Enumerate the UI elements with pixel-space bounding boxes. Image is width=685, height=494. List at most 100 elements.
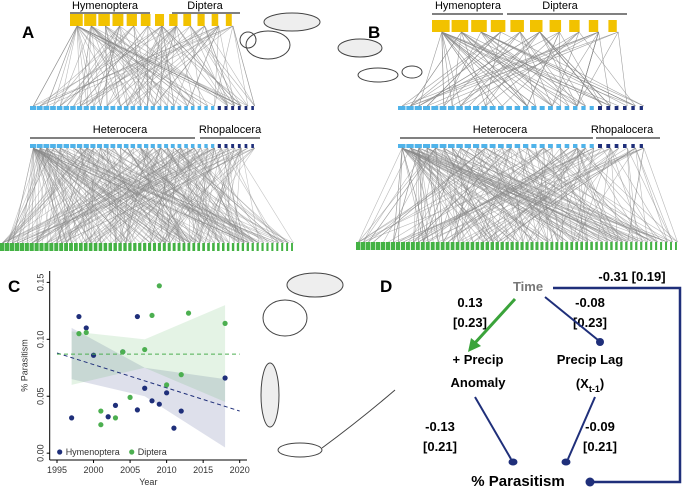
link xyxy=(358,147,553,243)
node-bar xyxy=(445,242,450,250)
link xyxy=(426,147,444,243)
node-bar xyxy=(450,242,455,250)
node-bar xyxy=(184,106,188,110)
link xyxy=(461,31,528,107)
link xyxy=(413,147,428,243)
node-bar xyxy=(144,144,149,148)
link xyxy=(441,31,553,107)
node-bar xyxy=(30,144,37,148)
y-axis-label: % Parasitism xyxy=(20,339,30,392)
node-bar xyxy=(44,243,49,251)
node-bar xyxy=(639,144,643,148)
group-label: Hymenoptera xyxy=(435,0,502,12)
point xyxy=(149,398,155,404)
node-bar xyxy=(581,144,586,148)
panel-letter: C xyxy=(8,277,20,296)
link xyxy=(551,31,580,107)
link xyxy=(2,147,188,244)
node-bar xyxy=(598,144,602,148)
node-bar xyxy=(244,144,248,148)
link xyxy=(398,147,403,243)
link xyxy=(410,31,521,107)
link xyxy=(441,31,528,107)
link xyxy=(461,31,553,107)
node-bar xyxy=(608,20,617,32)
link xyxy=(227,147,275,244)
node-bar xyxy=(244,106,248,110)
link xyxy=(22,147,242,244)
node-bar xyxy=(56,144,63,148)
link xyxy=(153,25,177,107)
link xyxy=(194,147,245,244)
link xyxy=(147,25,163,107)
node-bar xyxy=(406,144,414,148)
node-bar xyxy=(197,144,202,148)
link xyxy=(635,147,648,243)
node-bar xyxy=(425,242,430,250)
link xyxy=(105,25,121,107)
node-bar xyxy=(164,144,169,148)
node-bar xyxy=(645,242,648,250)
link xyxy=(33,147,122,244)
node-bar xyxy=(675,242,677,250)
x-tick-label: 2015 xyxy=(193,465,213,475)
link xyxy=(91,25,155,107)
link xyxy=(598,31,611,107)
scatter-chart: 0.00 0.05 0.10 0.15 1995 2000 2005 2010 2015 2020… xyxy=(20,271,250,487)
node-bar xyxy=(4,243,10,251)
point xyxy=(134,313,140,320)
node-bar xyxy=(84,14,97,26)
edge-label: -0.13 xyxy=(425,419,455,434)
node-bar xyxy=(456,106,463,110)
point xyxy=(185,310,192,316)
link xyxy=(105,25,128,107)
link xyxy=(190,25,255,107)
link xyxy=(125,147,162,244)
link xyxy=(33,147,77,244)
node-bar xyxy=(78,243,83,251)
link xyxy=(86,25,92,107)
node-bar xyxy=(90,144,96,148)
link xyxy=(105,25,235,107)
node-bar xyxy=(266,243,269,251)
link xyxy=(232,25,255,107)
point xyxy=(98,408,104,414)
link xyxy=(512,147,528,243)
link xyxy=(576,147,584,243)
link xyxy=(485,31,580,107)
link xyxy=(7,147,48,244)
group-label: Heterocera xyxy=(473,124,528,136)
node-bar xyxy=(423,144,431,148)
edge xyxy=(472,297,517,346)
link xyxy=(46,147,127,244)
node-bar xyxy=(432,20,450,32)
fly-illustration xyxy=(262,272,344,337)
confidence-band xyxy=(71,305,226,402)
link xyxy=(76,25,208,107)
node-bar xyxy=(63,144,70,148)
link xyxy=(441,31,578,107)
node-bar xyxy=(133,243,137,251)
node-bar xyxy=(548,144,553,148)
link xyxy=(418,31,443,107)
node-bar xyxy=(380,242,386,250)
link xyxy=(33,147,53,244)
link xyxy=(147,25,149,107)
node-bar xyxy=(170,144,175,148)
node-bar xyxy=(170,106,175,110)
node-label: Precip Lag xyxy=(557,352,624,367)
link xyxy=(443,147,598,243)
node-bar xyxy=(162,243,166,251)
link xyxy=(147,25,249,107)
node-bar xyxy=(211,144,215,148)
group-label: Hymenoptera xyxy=(72,0,139,12)
node-bar xyxy=(123,243,127,251)
node-bar xyxy=(514,106,521,110)
node-bar xyxy=(59,243,64,251)
node-bar xyxy=(90,106,96,110)
link xyxy=(80,25,234,107)
point xyxy=(90,352,97,358)
point xyxy=(222,375,228,381)
node-bar xyxy=(395,242,401,250)
link xyxy=(368,147,436,243)
